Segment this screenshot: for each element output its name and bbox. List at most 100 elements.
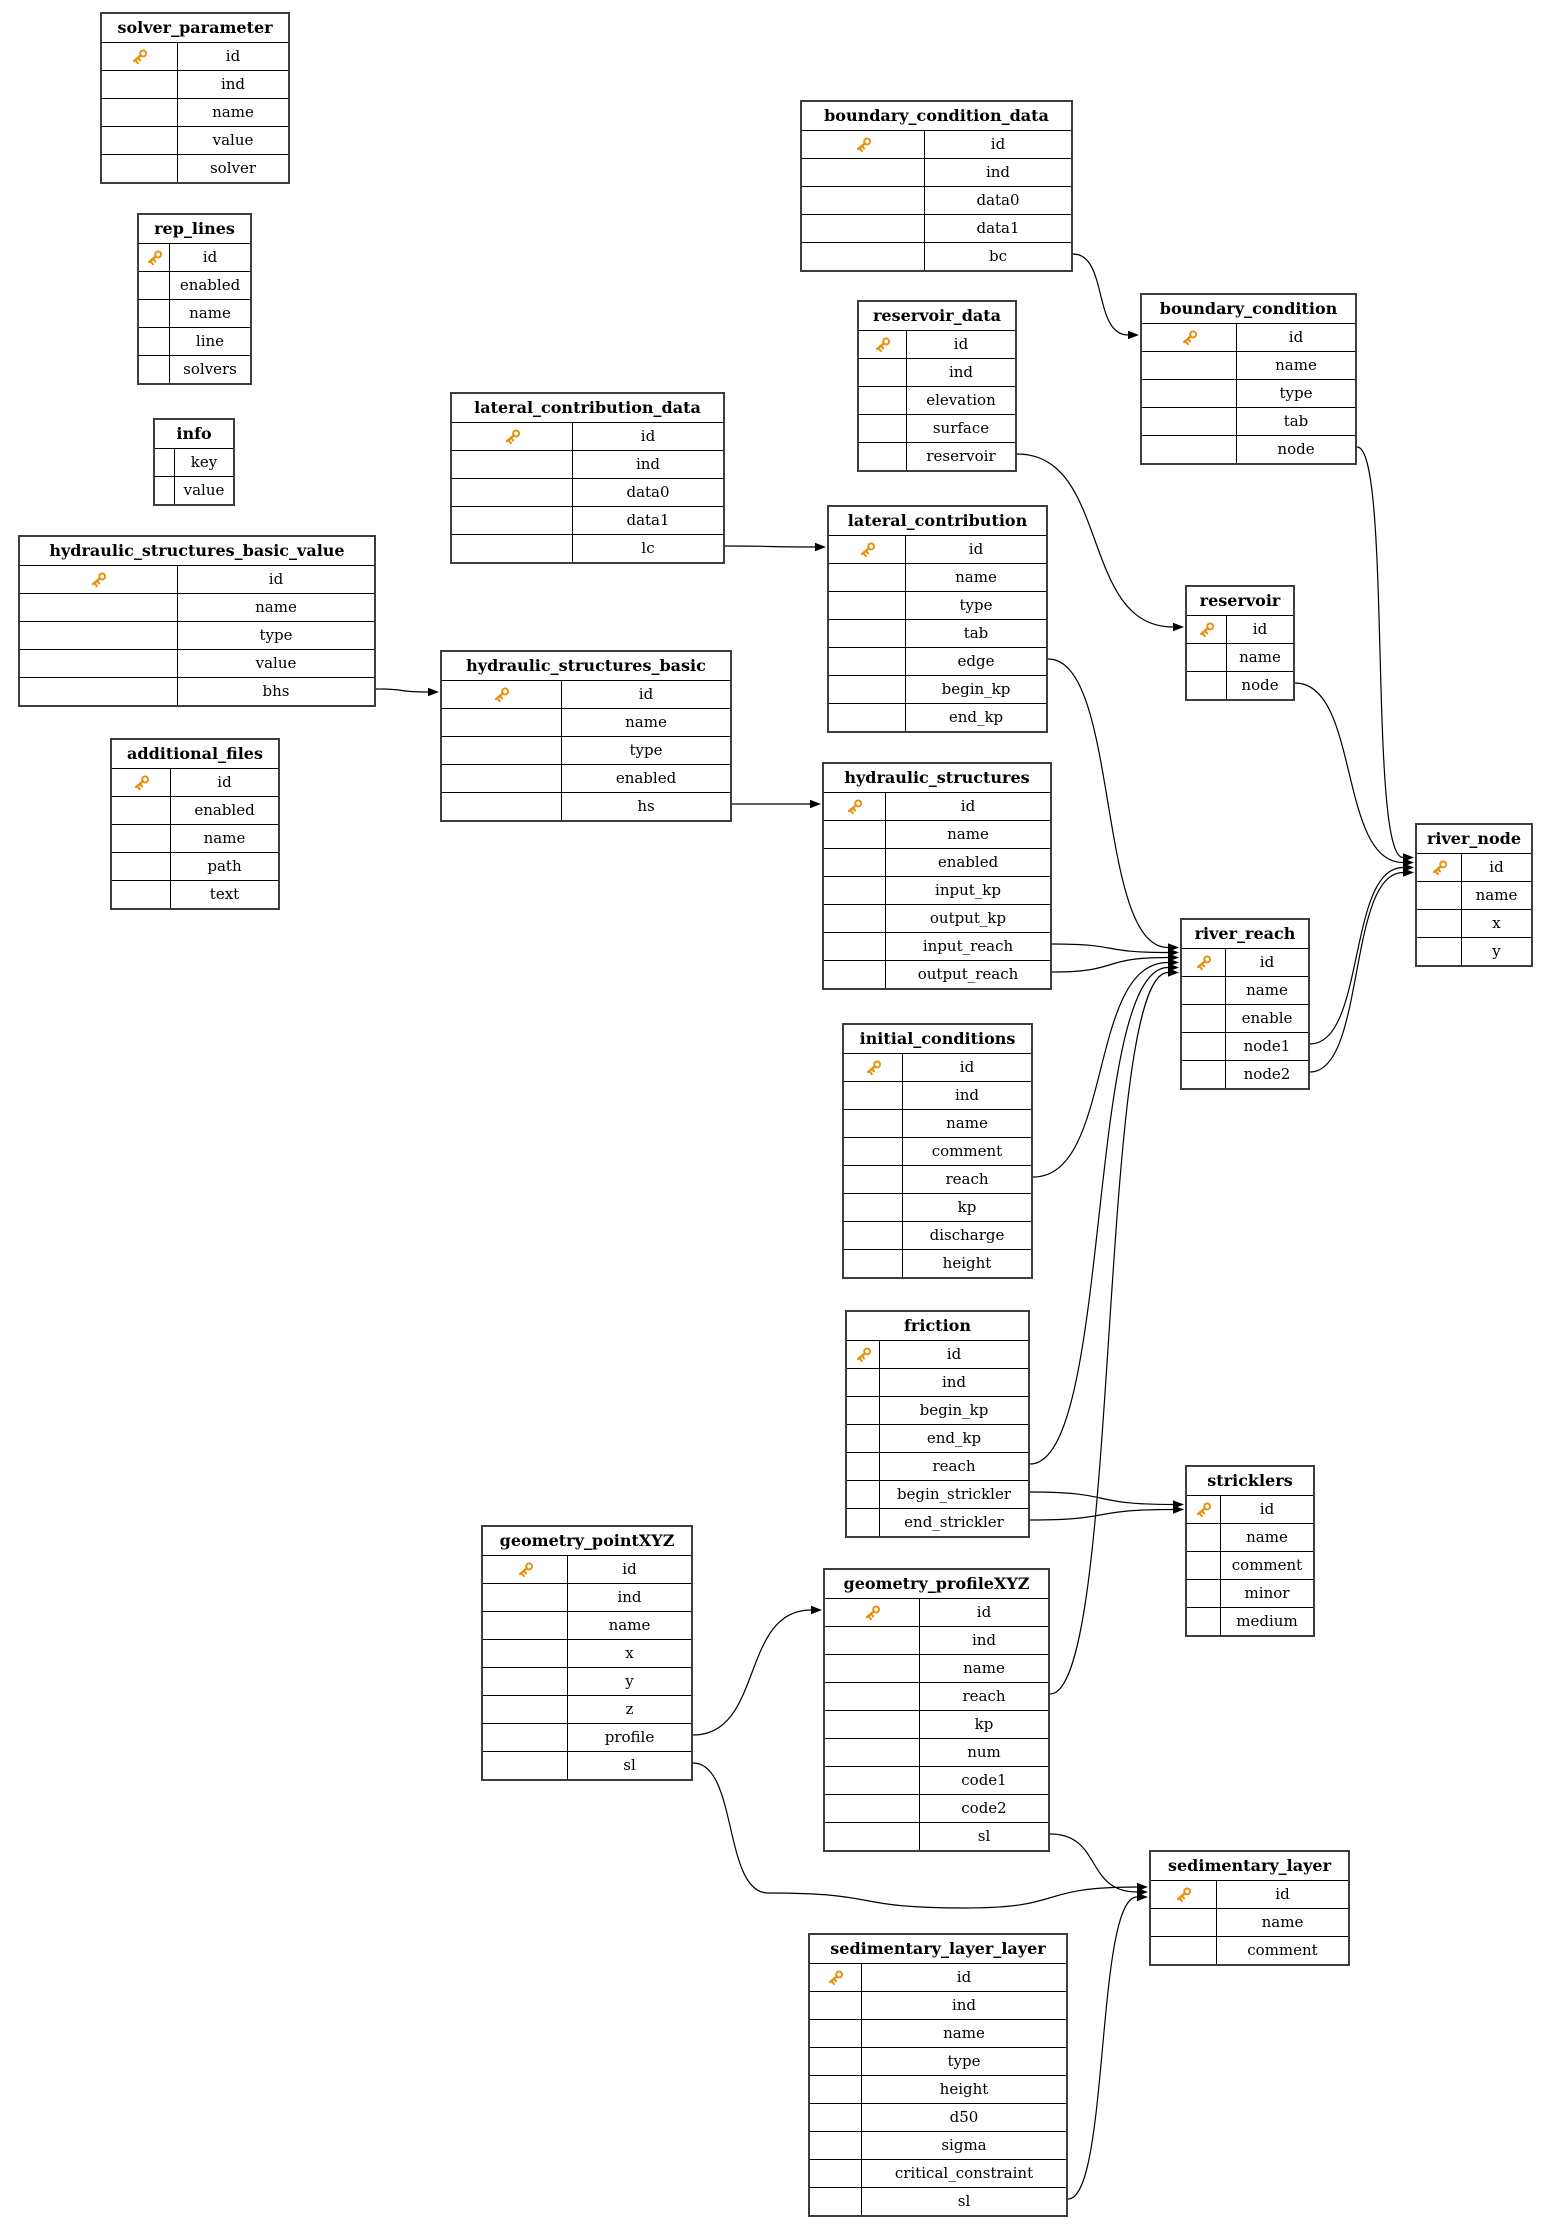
primary-key-icon [1432, 860, 1447, 876]
field-name: kp [974, 1715, 994, 1733]
field-name: id [202, 248, 218, 266]
empty-key-cell [825, 1655, 920, 1682]
field-row-name: name [1417, 881, 1531, 909]
field-row-bhs: bhs [20, 677, 374, 705]
table-sedimentary_layer: sedimentary_layer id name comment [1149, 1850, 1350, 1966]
field-row-name: name [810, 2019, 1066, 2047]
field-name: solvers [183, 360, 237, 378]
field-row-line: line [139, 327, 250, 355]
field-row-x: x [1417, 909, 1531, 937]
field-name: begin_kp [941, 680, 1011, 698]
edge-lateral_contribution_data.lc-to-lateral_contribution [724, 545, 816, 548]
empty-key-cell [810, 2132, 862, 2159]
arrowhead-icon [1173, 1505, 1184, 1514]
field-row-data0: data0 [452, 478, 723, 506]
primary-key-icon [132, 49, 148, 65]
key-cell [1151, 1881, 1217, 1908]
field-row-id: id [825, 1598, 1048, 1626]
key-cell [824, 793, 886, 820]
field-row-name: name [20, 593, 374, 621]
field-name: discharge [929, 1226, 1005, 1244]
field-row-input_kp: input_kp [824, 876, 1050, 904]
table-initial_conditions: initial_conditions id ind name comment reach k… [842, 1023, 1033, 1279]
field-name: name [1246, 1528, 1288, 1546]
empty-key-cell [810, 1992, 862, 2019]
table-geometry_pointXYZ: geometry_pointXYZ id ind name x y z profile sl [481, 1525, 693, 1781]
field-row-enabled: enabled [139, 271, 250, 299]
table-boundary_condition_data: boundary_condition_data id ind data0 data1 bc [800, 100, 1073, 272]
field-name: node1 [1243, 1037, 1291, 1055]
empty-key-cell [810, 2020, 862, 2047]
edge-hydraulic_structures.output_reach-to-river_reach [1051, 956, 1169, 973]
edge-lateral_contribution.edge-to-river_reach [1047, 658, 1169, 949]
key-cell [139, 244, 170, 271]
field-name: id [1288, 328, 1304, 346]
empty-key-cell [102, 127, 178, 154]
field-row-ind: ind [844, 1081, 1031, 1109]
field-name: type [629, 741, 663, 759]
empty-key-cell [139, 300, 170, 327]
table-title: boundary_condition_data [824, 106, 1049, 125]
field-row-value: value [155, 476, 233, 504]
field-row-comment: comment [1151, 1936, 1348, 1964]
empty-key-cell [1182, 1061, 1226, 1088]
field-row-id: id [847, 1340, 1028, 1368]
field-name: enabled [179, 276, 241, 294]
field-name: critical_constraint [894, 2164, 1034, 2182]
field-row-end_kp: end_kp [847, 1424, 1028, 1452]
empty-key-cell [483, 1612, 568, 1639]
primary-key-icon [860, 542, 875, 558]
field-name: name [946, 1114, 988, 1132]
edge-friction.end_strickler-to-stricklers [1029, 1508, 1174, 1521]
field-name: ind [954, 1086, 980, 1104]
key-cell [825, 1599, 920, 1626]
field-name: begin_kp [919, 1401, 989, 1419]
field-row-surface: surface [859, 414, 1015, 442]
empty-key-cell [859, 359, 907, 386]
empty-key-cell [20, 622, 178, 649]
field-row-edge: edge [829, 647, 1046, 675]
field-row-comment: comment [844, 1137, 1031, 1165]
field-name: edge [957, 652, 995, 670]
field-name: name [625, 713, 667, 731]
field-row-height: height [810, 2075, 1066, 2103]
field-name: surface [932, 419, 990, 437]
table-hydraulic_structures_basic: hydraulic_structures_basic id name type enab… [440, 650, 732, 822]
edge-friction.reach-to-river_reach [1029, 966, 1169, 1465]
empty-key-cell [825, 1739, 920, 1766]
empty-key-cell [824, 933, 886, 960]
field-row-code2: code2 [825, 1794, 1048, 1822]
empty-key-cell [1151, 1909, 1217, 1936]
arrowhead-icon [1403, 868, 1414, 877]
field-name: num [967, 1743, 1001, 1761]
field-name: output_reach [917, 965, 1019, 983]
field-name: node [1241, 676, 1279, 694]
field-row-node: node [1142, 435, 1355, 463]
empty-key-cell [844, 1194, 903, 1221]
edge-river_reach.node1-to-river_node [1309, 866, 1404, 1045]
field-row-name: name [1187, 643, 1293, 671]
empty-key-cell [139, 272, 170, 299]
field-row-y: y [483, 1667, 691, 1695]
edge-boundary_condition.node-to-river_node [1356, 446, 1404, 859]
table-lateral_contribution: lateral_contribution id name type tab edge beg… [827, 505, 1048, 733]
empty-key-cell [112, 881, 171, 908]
empty-key-cell [824, 877, 886, 904]
field-name: id [268, 570, 284, 588]
field-row-begin_kp: begin_kp [829, 675, 1046, 703]
empty-key-cell [825, 1795, 920, 1822]
field-row-name: name [829, 563, 1046, 591]
arrowhead-icon [815, 542, 826, 552]
empty-key-cell [829, 704, 906, 731]
key-cell [1142, 324, 1237, 351]
field-row-id: id [452, 422, 723, 450]
table-boundary_condition: boundary_condition id name type tab node [1140, 293, 1357, 465]
table-title: geometry_pointXYZ [499, 1531, 675, 1550]
field-row-data1: data1 [802, 214, 1071, 242]
primary-key-icon [1182, 330, 1197, 346]
primary-key-icon [1196, 1502, 1212, 1518]
field-row-type: type [442, 736, 730, 764]
primary-key-icon [865, 1605, 880, 1621]
field-name: reservoir [926, 447, 996, 465]
field-row-path: path [112, 852, 278, 880]
